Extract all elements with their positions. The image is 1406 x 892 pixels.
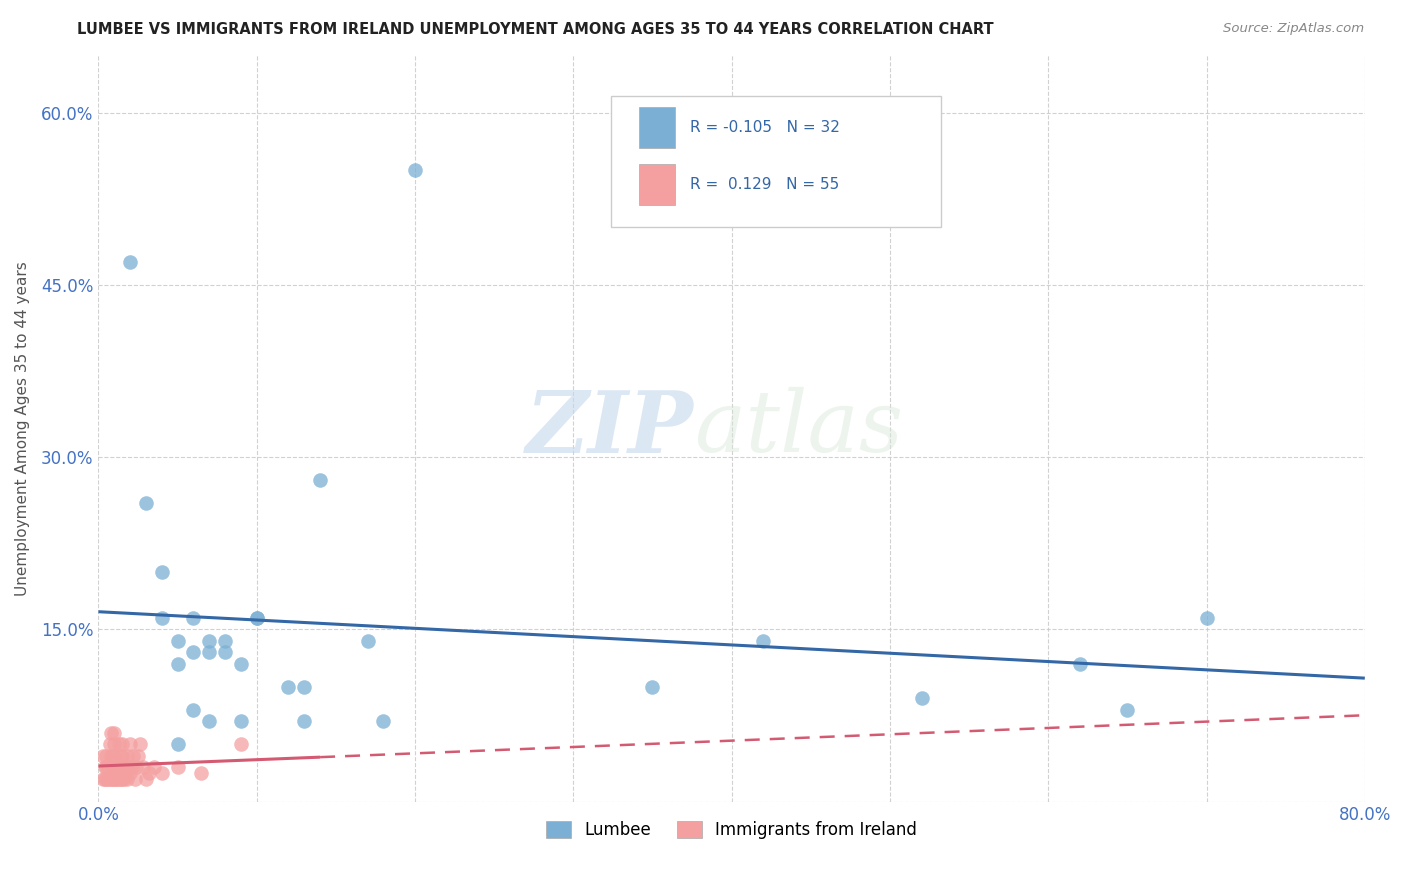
Point: [183, 611, 205, 625]
Point: [183, 703, 205, 717]
Point: [100, 748, 122, 763]
Point: [100, 772, 122, 786]
Point: [1195, 611, 1218, 625]
Point: [111, 772, 134, 786]
Point: [198, 645, 221, 659]
Text: Source: ZipAtlas.com: Source: ZipAtlas.com: [1223, 22, 1364, 36]
Point: [910, 691, 932, 706]
Legend: Lumbee, Immigrants from Ireland: Lumbee, Immigrants from Ireland: [540, 814, 924, 846]
Point: [183, 645, 205, 659]
Point: [214, 645, 236, 659]
Point: [117, 760, 139, 774]
Point: [111, 748, 134, 763]
Point: [166, 760, 188, 774]
Point: [94, 772, 117, 786]
Point: [101, 772, 124, 786]
Point: [115, 748, 138, 763]
Point: [112, 760, 135, 774]
Point: [166, 737, 188, 751]
Point: [150, 765, 173, 780]
Point: [91, 772, 114, 786]
Point: [96, 748, 118, 763]
Point: [104, 772, 127, 786]
Point: [135, 496, 157, 510]
Point: [198, 633, 221, 648]
Text: ZIP: ZIP: [526, 386, 693, 470]
Point: [120, 765, 142, 780]
Point: [121, 760, 143, 774]
Point: [110, 748, 132, 763]
Point: [120, 737, 142, 751]
Point: [103, 748, 125, 763]
Point: [132, 760, 155, 774]
Point: [309, 473, 332, 487]
Point: [246, 611, 269, 625]
Point: [103, 772, 125, 786]
FancyBboxPatch shape: [612, 96, 941, 227]
Point: [111, 737, 134, 751]
Point: [103, 725, 125, 739]
Text: atlas: atlas: [693, 387, 903, 470]
Point: [108, 737, 131, 751]
Point: [138, 765, 160, 780]
Point: [1069, 657, 1091, 671]
Point: [110, 772, 132, 786]
Point: [214, 633, 236, 648]
Point: [150, 565, 173, 579]
Text: LUMBEE VS IMMIGRANTS FROM IRELAND UNEMPLOYMENT AMONG AGES 35 TO 44 YEARS CORRELA: LUMBEE VS IMMIGRANTS FROM IRELAND UNEMPL…: [77, 22, 994, 37]
Point: [125, 760, 148, 774]
Point: [97, 760, 120, 774]
Point: [198, 714, 221, 729]
Point: [97, 772, 120, 786]
Point: [120, 255, 142, 269]
Point: [107, 760, 129, 774]
Point: [150, 611, 173, 625]
Point: [112, 772, 135, 786]
Point: [115, 772, 138, 786]
Point: [190, 765, 212, 780]
Point: [101, 748, 124, 763]
Point: [100, 725, 122, 739]
Point: [104, 760, 127, 774]
Point: [108, 772, 131, 786]
Point: [166, 633, 188, 648]
Point: [96, 760, 118, 774]
Point: [356, 633, 378, 648]
Bar: [640, 106, 675, 147]
Point: [166, 657, 188, 671]
Point: [124, 772, 146, 786]
Bar: [640, 164, 675, 205]
Point: [107, 772, 129, 786]
Point: [404, 163, 426, 178]
Text: R = -0.105   N = 32: R = -0.105 N = 32: [690, 120, 839, 135]
Point: [292, 680, 315, 694]
Point: [114, 765, 136, 780]
Point: [128, 737, 150, 751]
Point: [127, 748, 149, 763]
Point: [91, 748, 114, 763]
Point: [103, 760, 125, 774]
Point: [292, 714, 315, 729]
Point: [98, 772, 121, 786]
Point: [135, 772, 157, 786]
Point: [96, 772, 118, 786]
Point: [94, 760, 117, 774]
Point: [108, 760, 131, 774]
Point: [98, 737, 121, 751]
Point: [229, 657, 252, 671]
Y-axis label: Unemployment Among Ages 35 to 44 years: Unemployment Among Ages 35 to 44 years: [15, 261, 30, 596]
Point: [122, 748, 145, 763]
Point: [641, 680, 664, 694]
Point: [1116, 703, 1139, 717]
Point: [246, 611, 269, 625]
Point: [373, 714, 395, 729]
Point: [277, 680, 299, 694]
Point: [103, 737, 125, 751]
Point: [142, 760, 165, 774]
Point: [229, 737, 252, 751]
Point: [229, 714, 252, 729]
Point: [752, 633, 775, 648]
Text: R =  0.129   N = 55: R = 0.129 N = 55: [690, 178, 839, 193]
